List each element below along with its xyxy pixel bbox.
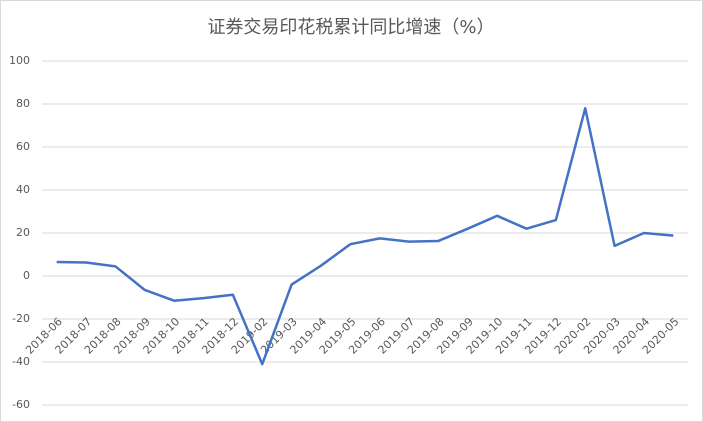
y-tick-label: 20	[16, 226, 30, 239]
y-tick-label: 100	[9, 54, 30, 67]
y-tick-label: -60	[12, 398, 30, 411]
y-tick-label: 0	[23, 269, 30, 282]
y-tick-label: -40	[12, 355, 30, 368]
y-tick-label: 80	[16, 97, 30, 110]
data-line	[56, 107, 674, 366]
chart-title: 证券交易印花税累计同比增速（%）	[207, 17, 494, 38]
y-tick-label: -20	[12, 312, 30, 325]
y-tick-label: 40	[16, 183, 30, 196]
y-tick-label: 60	[16, 140, 30, 153]
